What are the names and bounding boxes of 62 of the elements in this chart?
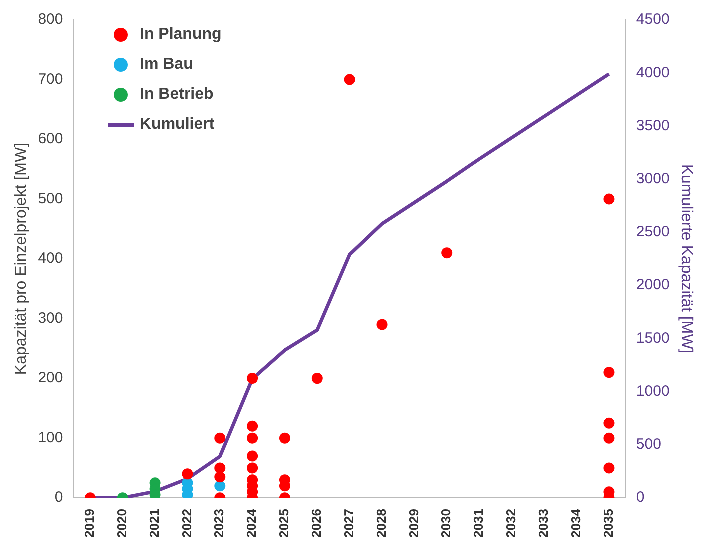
- y2-tick-label: 4500: [636, 11, 670, 28]
- y2-axis-title: Kumulierte Kapazität [MW]: [678, 164, 695, 354]
- point: [247, 373, 258, 384]
- point: [214, 472, 226, 483]
- point: [604, 462, 615, 474]
- point: [247, 432, 258, 444]
- y-tick-label: 500: [38, 190, 64, 208]
- x-tick-label: 2023: [212, 509, 227, 538]
- y-tick-label: 100: [38, 429, 64, 446]
- x-tick-label: 2022: [179, 509, 194, 538]
- point: [182, 468, 194, 480]
- y-tick-label: 0: [54, 489, 64, 506]
- y-tick-label: 200: [38, 370, 64, 387]
- legend-label: In Betrieb: [140, 86, 214, 104]
- legend-label: Kumuliert: [140, 116, 215, 134]
- point: [604, 418, 615, 429]
- x-tick-label: 2028: [374, 509, 389, 538]
- x-tick-label: 2034: [568, 508, 584, 538]
- y2-tick-label: 2500: [636, 224, 670, 241]
- x-tick-label: 2035: [600, 509, 616, 538]
- x-tick-label: 2030: [438, 509, 454, 538]
- x-tick-label: 2031: [471, 509, 486, 538]
- x-tick-label: 2033: [536, 509, 551, 538]
- point: [214, 462, 226, 474]
- legend-label: Im Bau: [140, 56, 194, 74]
- point: [247, 462, 258, 474]
- point: [247, 450, 258, 462]
- point: [604, 194, 615, 205]
- y2-tick-label: 1500: [636, 330, 670, 347]
- y-axis-title: Kapazität pro Einzelprojekt [MW]: [13, 142, 30, 376]
- x-tick-label: 2019: [82, 509, 98, 538]
- y-tick-label: 800: [38, 11, 64, 28]
- x-tick-label: 2025: [276, 509, 292, 538]
- x-tick-label: 2032: [504, 509, 519, 538]
- point: [344, 74, 356, 86]
- x-tick-label: 2026: [308, 509, 324, 538]
- x-tick-label: 2029: [406, 509, 422, 538]
- point: [214, 480, 226, 492]
- x-tick-label: 2024: [244, 508, 260, 538]
- y2-tick-label: 4000: [636, 64, 670, 82]
- y2-tick-label: 3500: [636, 117, 670, 134]
- point: [442, 248, 453, 259]
- point: [247, 420, 258, 432]
- y-tick-label: 300: [38, 310, 64, 327]
- y2-tick-label: 1000: [636, 382, 670, 400]
- y-tick-label: 400: [38, 250, 64, 268]
- point: [312, 373, 323, 384]
- point: [376, 319, 388, 330]
- y2-tick-label: 0: [636, 489, 645, 506]
- point: [604, 367, 615, 378]
- point: [279, 432, 290, 444]
- y2-tick-label: 3000: [636, 170, 670, 188]
- x-tick-label: 2027: [341, 509, 356, 538]
- y-tick-label: 600: [38, 130, 64, 148]
- point: [214, 432, 226, 444]
- y2-tick-label: 2000: [636, 276, 670, 294]
- point: [604, 432, 615, 444]
- y-tick-label: 700: [38, 70, 64, 88]
- legend-label: In Planung: [140, 26, 222, 44]
- x-tick-label: 2021: [146, 509, 162, 538]
- x-tick-label: 2020: [114, 509, 130, 538]
- y2-tick-label: 500: [636, 436, 662, 454]
